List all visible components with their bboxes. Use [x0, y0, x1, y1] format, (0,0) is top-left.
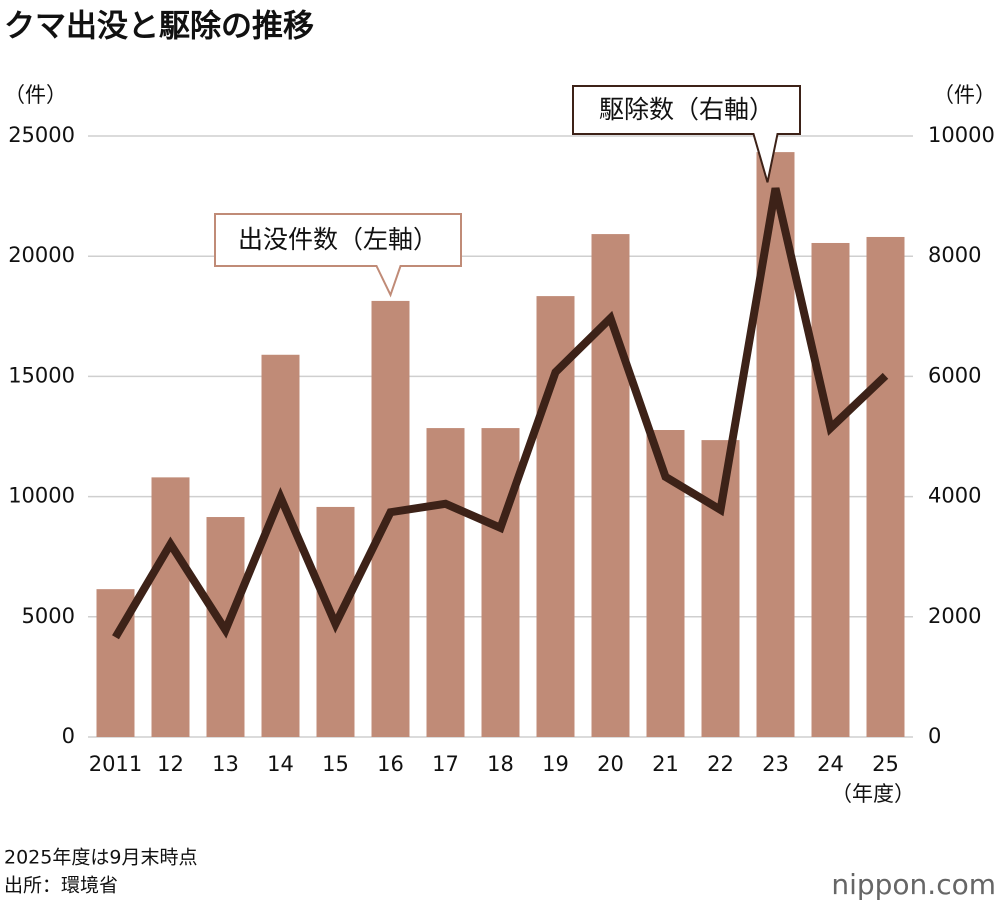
bar [481, 428, 520, 737]
y-tick-label: 0 [62, 724, 75, 748]
bar [426, 428, 465, 737]
callout-label: 出没件数（左軸） [238, 225, 438, 254]
y-tick-label: 25000 [8, 123, 75, 147]
bar [701, 440, 740, 737]
callout-label: 駆除数（右軸） [599, 95, 774, 124]
y-tick-label: 20000 [8, 243, 75, 267]
line [112, 187, 889, 640]
y2-tick-label: 8000 [928, 243, 981, 267]
y2-tick-label: 4000 [928, 484, 981, 508]
x-tick-label: 2011 [89, 752, 142, 776]
callout-box [572, 85, 801, 183]
bar [591, 234, 630, 738]
y2-tick-label: 2000 [928, 604, 981, 628]
bar [261, 354, 300, 737]
bar [151, 477, 190, 737]
x-tick-label: 23 [762, 752, 789, 776]
x-axis-label: （年度） [831, 782, 915, 806]
logo: nippon.com [831, 868, 996, 901]
note: 2025年度は9月末時点 [4, 847, 197, 869]
note: 出所：環境省 [4, 875, 118, 897]
x-tick-label: 25 [872, 752, 899, 776]
x-tick-label: 24 [817, 752, 844, 776]
x-tick-label: 17 [432, 752, 459, 776]
chart-title: クマ出没と駆除の推移 [4, 9, 314, 45]
x-tick-label: 12 [157, 752, 184, 776]
x-tick-label: 15 [322, 752, 349, 776]
y-tick-label: 15000 [8, 363, 75, 387]
x-tick-label: 22 [707, 752, 734, 776]
y2-axis-label: （件） [933, 83, 996, 107]
x-tick-label: 18 [487, 752, 514, 776]
x-tick-label: 13 [212, 752, 239, 776]
x-tick-label: 16 [377, 752, 404, 776]
y-tick-label: 10000 [8, 484, 75, 508]
bar [811, 242, 850, 737]
bar [866, 236, 905, 737]
callout-box [214, 213, 462, 298]
x-tick-label: 21 [652, 752, 679, 776]
x-tick-label: 19 [542, 752, 569, 776]
x-tick-label: 20 [597, 752, 624, 776]
y2-tick-label: 6000 [928, 363, 981, 387]
y-tick-label: 5000 [22, 604, 75, 628]
y2-tick-label: 0 [928, 724, 941, 748]
y2-tick-label: 10000 [928, 123, 995, 147]
x-tick-label: 14 [267, 752, 294, 776]
y-axis-label: （件） [4, 83, 67, 107]
